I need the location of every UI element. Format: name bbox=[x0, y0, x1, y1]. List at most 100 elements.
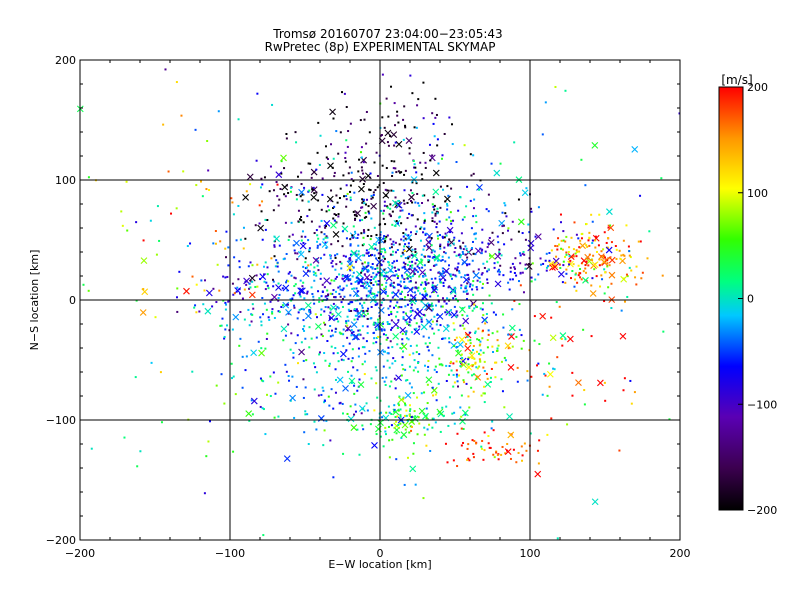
data-point bbox=[403, 483, 406, 486]
data-point bbox=[391, 284, 394, 287]
data-point bbox=[461, 307, 464, 310]
data-point bbox=[358, 329, 361, 332]
data-point bbox=[410, 331, 413, 334]
data-point bbox=[306, 290, 309, 293]
data-point bbox=[384, 277, 387, 280]
data-point bbox=[345, 194, 348, 197]
data-point bbox=[269, 375, 272, 378]
data-point bbox=[581, 232, 584, 235]
data-point bbox=[491, 345, 494, 348]
data-point-cross bbox=[395, 140, 403, 148]
data-point bbox=[439, 430, 442, 433]
data-point bbox=[531, 262, 534, 265]
data-point bbox=[437, 162, 440, 165]
data-point bbox=[352, 236, 355, 239]
data-point bbox=[436, 294, 439, 297]
data-point bbox=[331, 313, 334, 316]
data-point bbox=[382, 217, 385, 220]
data-point bbox=[263, 280, 266, 283]
data-point bbox=[482, 392, 485, 395]
data-point bbox=[533, 315, 536, 318]
data-point bbox=[472, 215, 475, 218]
data-point bbox=[406, 263, 409, 266]
data-point bbox=[264, 218, 267, 221]
data-point bbox=[397, 268, 400, 271]
data-point bbox=[363, 286, 366, 289]
data-point bbox=[570, 236, 573, 239]
data-point bbox=[546, 394, 549, 397]
data-point bbox=[641, 271, 644, 274]
data-point bbox=[387, 189, 390, 192]
data-point bbox=[349, 244, 352, 247]
data-point bbox=[565, 253, 568, 256]
data-point-cross bbox=[304, 302, 312, 309]
y-tick-label: 100 bbox=[55, 174, 76, 187]
data-point bbox=[591, 259, 594, 262]
data-point bbox=[326, 236, 329, 239]
data-point bbox=[493, 456, 496, 459]
data-point bbox=[467, 363, 470, 366]
data-point bbox=[362, 182, 365, 185]
data-point bbox=[461, 314, 464, 317]
data-point bbox=[448, 396, 451, 399]
data-point bbox=[586, 245, 589, 248]
data-point-cross bbox=[395, 374, 402, 382]
data-point bbox=[329, 307, 332, 310]
data-point bbox=[363, 360, 366, 363]
data-point bbox=[338, 197, 341, 200]
data-point bbox=[559, 267, 562, 270]
data-point bbox=[294, 283, 297, 286]
data-point bbox=[216, 263, 219, 266]
data-point bbox=[387, 144, 390, 147]
data-point bbox=[417, 202, 420, 205]
data-point bbox=[437, 237, 440, 240]
data-point bbox=[351, 234, 354, 237]
data-point bbox=[290, 274, 293, 277]
data-point bbox=[418, 275, 421, 278]
data-point bbox=[468, 263, 471, 266]
data-point bbox=[403, 245, 406, 248]
data-point bbox=[610, 241, 613, 244]
data-point bbox=[619, 258, 622, 261]
data-point bbox=[365, 249, 368, 252]
data-point bbox=[329, 335, 332, 338]
data-point bbox=[228, 329, 231, 332]
data-point bbox=[408, 410, 411, 413]
data-point bbox=[266, 266, 269, 269]
data-point bbox=[334, 296, 337, 299]
data-point bbox=[365, 142, 368, 145]
data-point bbox=[397, 402, 400, 405]
data-point bbox=[352, 330, 355, 333]
data-point bbox=[308, 189, 311, 192]
data-point bbox=[488, 446, 491, 449]
data-point bbox=[458, 239, 461, 242]
data-point bbox=[322, 389, 325, 392]
data-point bbox=[554, 85, 557, 88]
data-point bbox=[341, 289, 344, 292]
data-point bbox=[561, 344, 564, 347]
data-point bbox=[603, 256, 606, 259]
data-point bbox=[385, 97, 388, 100]
data-point bbox=[268, 190, 271, 193]
data-point bbox=[435, 113, 438, 116]
data-point bbox=[315, 336, 318, 339]
data-point bbox=[350, 178, 353, 181]
data-point bbox=[261, 200, 264, 203]
data-point bbox=[346, 412, 349, 415]
data-point bbox=[214, 242, 217, 245]
data-point bbox=[223, 402, 226, 405]
data-point bbox=[449, 244, 452, 247]
data-point bbox=[292, 294, 295, 297]
data-point bbox=[273, 244, 276, 247]
data-point bbox=[415, 322, 418, 325]
data-point bbox=[319, 134, 322, 137]
data-point bbox=[519, 272, 522, 275]
data-point bbox=[393, 306, 396, 309]
data-point bbox=[447, 256, 450, 259]
data-point bbox=[447, 244, 450, 247]
data-point-cross bbox=[432, 169, 440, 177]
data-point bbox=[431, 386, 434, 389]
data-point bbox=[452, 242, 455, 245]
data-point bbox=[370, 194, 373, 197]
data-point bbox=[298, 308, 301, 311]
